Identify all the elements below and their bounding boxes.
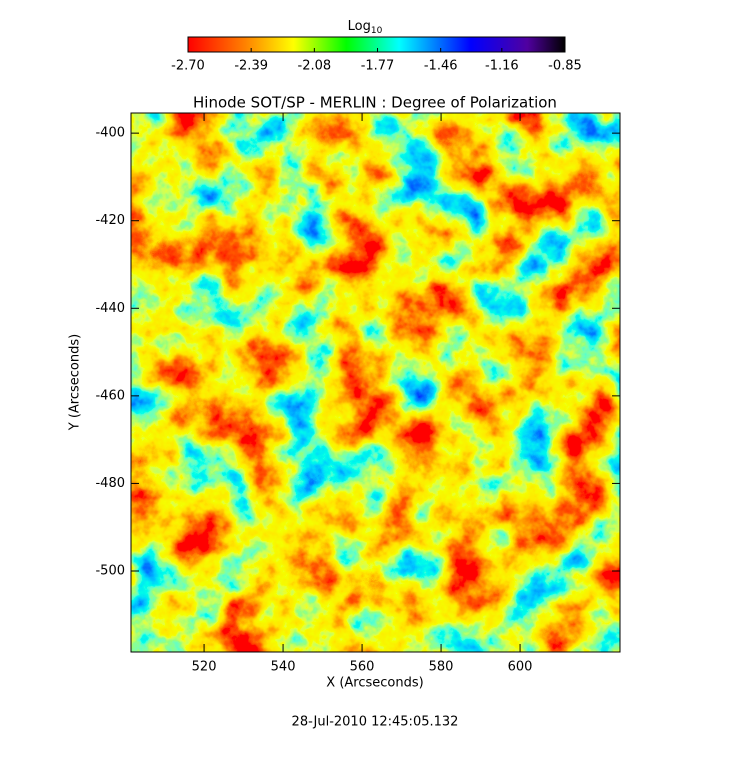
colorbar-label: Log10 (348, 19, 383, 36)
y-tick-label: -440 (95, 301, 125, 316)
plot-frame (130, 112, 621, 653)
y-tick-label: -500 (95, 563, 125, 578)
x-tick-label: 520 (192, 660, 217, 675)
colorbar-tick-label: -0.85 (548, 59, 582, 74)
footer-date: 28-Jul-2010 12:45:05.132 (292, 715, 459, 730)
colorbar (187, 36, 566, 53)
x-tick-label: 580 (429, 660, 454, 675)
y-tick-label: -480 (95, 476, 125, 491)
colorbar-tick-label: -1.16 (485, 59, 519, 74)
x-tick-label: 600 (508, 660, 533, 675)
chart-title: Hinode SOT/SP - MERLIN : Degree of Polar… (193, 94, 557, 112)
colorbar-tick-label: -1.46 (424, 59, 458, 74)
colorbar-tick-label: -2.08 (298, 59, 332, 74)
x-tick-label: 560 (350, 660, 375, 675)
colorbar-tick-label: -1.77 (361, 59, 395, 74)
colorbar-tick-label: -2.39 (234, 59, 268, 74)
y-axis-label: Y (Arcseconds) (68, 334, 83, 431)
y-tick-label: -460 (95, 388, 125, 403)
colorbar-tick-label: -2.70 (171, 59, 205, 74)
y-tick-label: -400 (95, 126, 125, 141)
polarization-map (131, 113, 620, 652)
y-tick-label: -420 (95, 213, 125, 228)
x-axis-label: X (Arcseconds) (326, 676, 423, 691)
x-tick-label: 540 (271, 660, 296, 675)
